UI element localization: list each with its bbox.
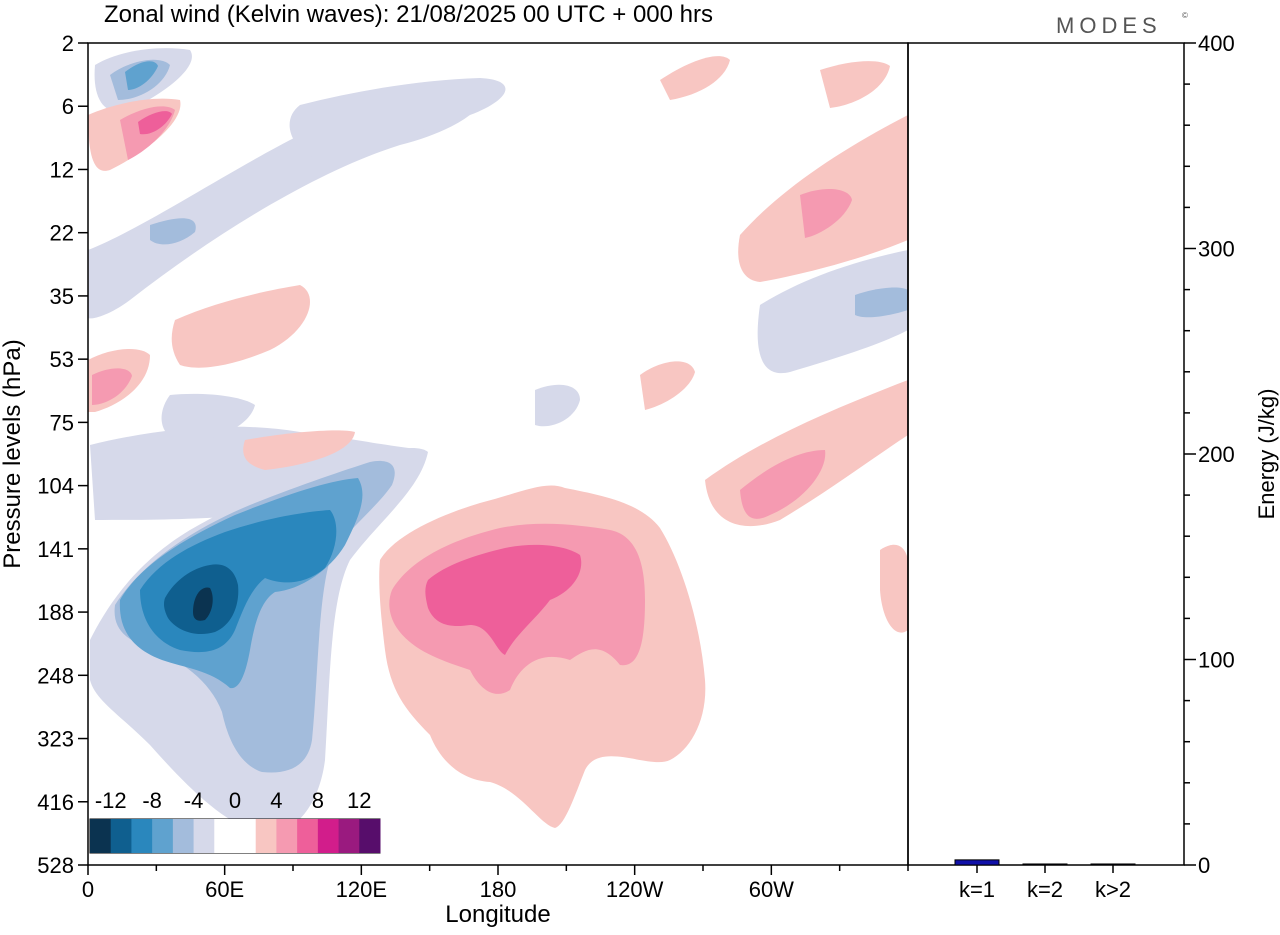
- y-tick-label: 188: [37, 600, 74, 625]
- colorbar-tick-label: 4: [270, 788, 282, 813]
- y-axis-left: 2 6 12 22 35 53 75 104 141 188 248 323 416 528: [37, 31, 88, 878]
- hovmoller-plot: -12 -8 -4 0 4 8 12 2 6 12 22 35 53 75 104 141 188 248 323…: [0, 31, 909, 928]
- x-tick-label: 60E: [205, 877, 244, 902]
- y-tick-label: 53: [50, 347, 74, 372]
- y-tick-label: 75: [50, 410, 74, 435]
- colorbar-swatch: [90, 819, 112, 853]
- y-tick-label: 12: [50, 157, 74, 182]
- negative-core: [855, 287, 908, 318]
- chart-title: Zonal wind (Kelvin waves): 21/08/2025 00…: [104, 1, 713, 28]
- y-axis-label: Pressure levels (hPa): [0, 339, 26, 568]
- y-axis-right: 0 100 200 300 400: [1184, 31, 1235, 878]
- x-tick-label: 60W: [749, 877, 794, 902]
- bar-category-labels: k=1 k=2 k>2: [959, 865, 1131, 902]
- positive-core: [138, 111, 172, 135]
- x-tick-label: 120W: [606, 877, 664, 902]
- negative-stripe: [289, 78, 506, 160]
- colorbar-tick-label: -8: [142, 788, 162, 813]
- energy-tick-label: 100: [1198, 648, 1235, 673]
- positive-stripe: [660, 56, 730, 100]
- bar-plot-frame: [907, 42, 1185, 866]
- x-axis-label: Longitude: [445, 901, 550, 928]
- contour-field: [88, 48, 908, 835]
- positive-core: [740, 450, 826, 519]
- y-tick-label: 323: [37, 727, 74, 752]
- positive-core: [92, 368, 132, 405]
- y-tick-label: 141: [37, 537, 74, 562]
- colorbar-swatch: [235, 819, 257, 853]
- x-tick-label: 120E: [336, 877, 387, 902]
- negative-stripe: [88, 92, 481, 319]
- colorbar-swatch: [359, 819, 381, 853]
- negative-core: [125, 61, 158, 90]
- positive-stripe: [820, 61, 890, 108]
- colorbar-swatch: [152, 819, 174, 853]
- colorbar-swatch: [255, 819, 277, 853]
- brand-mark: ©: [1182, 11, 1188, 20]
- negative-stripe: [161, 393, 255, 442]
- negative-stripe: [757, 250, 908, 374]
- energy-bar: [1022, 863, 1068, 866]
- colorbar-swatch: [172, 819, 195, 853]
- bar-category-label: k>2: [1095, 877, 1131, 902]
- colorbar: -12 -8 -4 0 4 8 12: [89, 788, 381, 854]
- positive-stripe: [243, 430, 355, 470]
- positive-stripe: [880, 544, 908, 633]
- energy-bar: [1090, 863, 1136, 866]
- energy-axis-label: Energy (J/kg): [1254, 389, 1279, 520]
- colorbar-swatches: [90, 819, 381, 853]
- y-tick-label: 104: [37, 474, 74, 499]
- colorbar-tick-label: -12: [95, 788, 127, 813]
- colorbar-swatch: [110, 819, 132, 853]
- brand-logo: MODES: [1056, 13, 1162, 38]
- colorbar-swatch: [338, 819, 360, 853]
- energy-tick-label: 200: [1198, 442, 1235, 467]
- colorbar-swatch: [214, 819, 236, 853]
- y-tick-label: 248: [37, 663, 74, 688]
- colorbar-tick-labels: -12 -8 -4 0 4 8 12: [95, 788, 372, 813]
- positive-core: [800, 188, 852, 238]
- energy-tick-label: 300: [1198, 237, 1235, 262]
- colorbar-tick-label: 12: [347, 788, 371, 813]
- y-tick-label: 35: [50, 284, 74, 309]
- positive-shade-3: [425, 544, 582, 655]
- colorbar-tick-label: 0: [229, 788, 241, 813]
- colorbar-swatch: [317, 819, 340, 853]
- colorbar-swatch: [131, 819, 153, 853]
- y-tick-label: 528: [37, 853, 74, 878]
- y-tick-label: 6: [62, 94, 74, 119]
- y-tick-label: 416: [37, 790, 74, 815]
- energy-bar: [954, 859, 1000, 866]
- bar-category-label: k=2: [1027, 877, 1063, 902]
- negative-anomaly-main: [90, 448, 428, 835]
- x-tick-label: 0: [82, 877, 94, 902]
- bar-category-label: k=1: [959, 877, 995, 902]
- upper-core-shades: [92, 59, 908, 519]
- colorbar-swatch: [276, 819, 298, 853]
- positive-anomaly-main: [379, 485, 706, 828]
- energy-tick-label: 400: [1198, 31, 1235, 56]
- colorbar-swatch: [193, 819, 215, 853]
- colorbar-tick-label: -4: [184, 788, 204, 813]
- energy-tick-label: 0: [1198, 853, 1210, 878]
- negative-shade-6: [193, 587, 213, 621]
- energy-bars: [954, 859, 1136, 866]
- negative-stripe: [535, 384, 580, 427]
- positive-stripe: [640, 361, 695, 410]
- positive-stripe: [171, 285, 310, 368]
- y-tick-label: 2: [62, 31, 74, 56]
- colorbar-tick-label: 8: [312, 788, 324, 813]
- colorbar-swatch: [297, 819, 319, 853]
- negative-core: [150, 218, 196, 245]
- x-axis: 0 60E 120E 180 120W 60W: [82, 865, 909, 902]
- y-tick-label: 22: [50, 221, 74, 246]
- x-tick-label: 180: [480, 877, 517, 902]
- energy-bar-chart: k=1 k=2 k>2 0 100 200 300 400 Energy (J/kg): [907, 31, 1279, 902]
